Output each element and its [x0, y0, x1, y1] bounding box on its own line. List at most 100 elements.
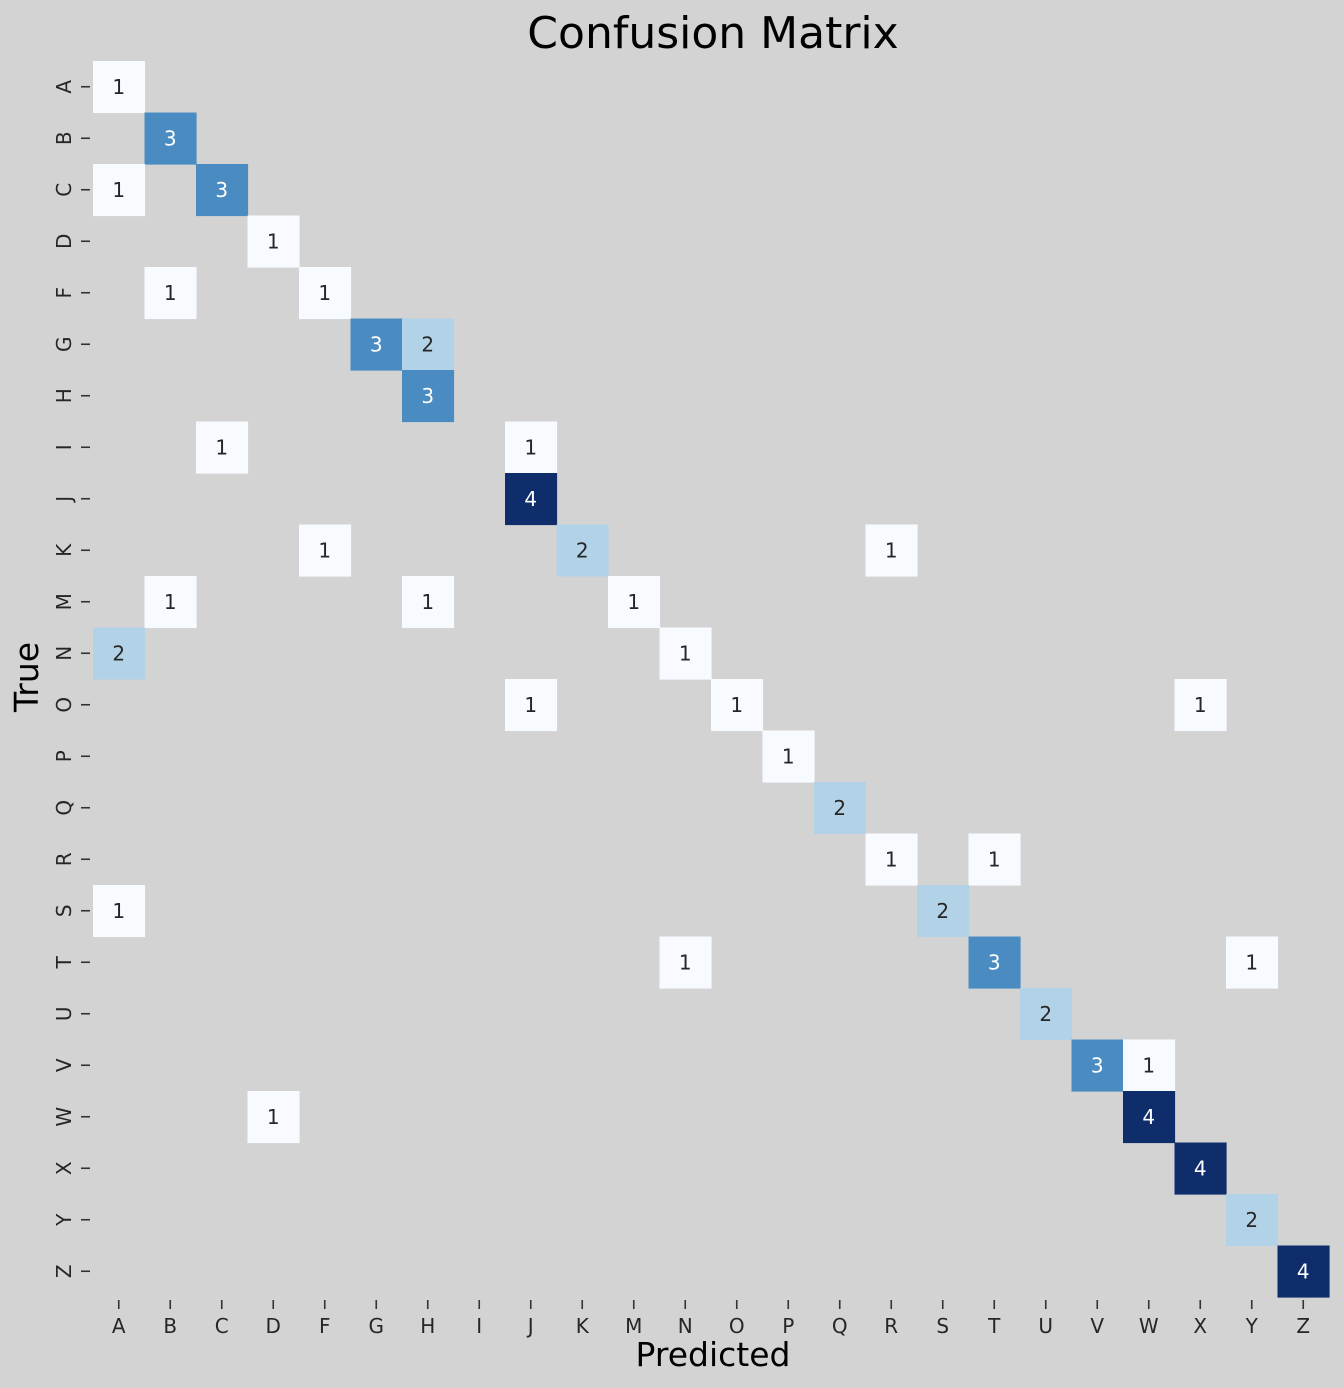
y-tick-label-X: X — [52, 1161, 76, 1175]
heatmap-cell-K-R — [865, 524, 918, 577]
y-axis-label: True — [7, 642, 46, 713]
cell-value-R-T: 1 — [988, 847, 1001, 871]
heatmap-cell-Y-Y — [1226, 1194, 1279, 1247]
cell-value-F-F: 1 — [318, 281, 331, 305]
cell-value-O-X: 1 — [1194, 693, 1207, 717]
x-tick-label-G: G — [369, 1314, 385, 1338]
heatmap-cell-M-B — [144, 576, 197, 629]
heatmap-cell-N-A — [93, 627, 146, 680]
heatmap-cell-C-C — [196, 164, 249, 217]
cell-value-M-M: 1 — [627, 590, 640, 614]
heatmap-cell-X-X — [1174, 1142, 1227, 1195]
x-tick-label-F: F — [319, 1314, 331, 1338]
y-tick-label-B: B — [52, 131, 76, 145]
x-tick-label-Z: Z — [1296, 1314, 1310, 1338]
cell-value-V-V: 3 — [1091, 1053, 1104, 1077]
heatmap-cell-M-M — [608, 576, 661, 629]
cell-value-K-K: 2 — [576, 538, 589, 562]
cell-value-U-U: 2 — [1039, 1002, 1052, 1026]
cell-value-I-C: 1 — [215, 435, 228, 459]
heatmap-cell-W-W — [1123, 1091, 1176, 1144]
x-tick-label-I: I — [476, 1314, 482, 1338]
y-tick-label-K: K — [52, 543, 76, 557]
cell-value-C-A: 1 — [112, 178, 125, 202]
y-tick-label-A: A — [52, 80, 76, 94]
chart-title: Confusion Matrix — [527, 8, 898, 59]
heatmap-cell-I-J — [505, 421, 558, 474]
x-tick-label-X: X — [1193, 1314, 1207, 1338]
cell-value-S-S: 2 — [936, 899, 949, 923]
heatmap-cell-V-W — [1123, 1039, 1176, 1092]
y-tick-label-Q: Q — [52, 800, 76, 816]
y-tick-label-F: F — [52, 287, 76, 299]
cell-value-S-A: 1 — [112, 899, 125, 923]
heatmap-cell-O-O — [711, 679, 764, 732]
heatmap-cell-F-B — [144, 267, 197, 320]
x-tick-label-T: T — [987, 1314, 1001, 1338]
cell-value-G-H: 2 — [421, 332, 434, 356]
heatmap-cell-V-V — [1071, 1039, 1124, 1092]
cell-value-T-N: 1 — [679, 950, 692, 974]
heatmap-cell-T-T — [968, 936, 1021, 989]
cell-value-P-P: 1 — [782, 744, 795, 768]
x-tick-label-M: M — [625, 1314, 642, 1338]
x-tick-label-Q: Q — [832, 1314, 848, 1338]
cell-value-K-F: 1 — [318, 538, 331, 562]
cell-value-Y-Y: 2 — [1245, 1208, 1258, 1232]
x-tick-label-W: W — [1139, 1314, 1159, 1338]
heatmap-cell-O-X — [1174, 679, 1227, 732]
x-tick-label-Y: Y — [1245, 1314, 1259, 1338]
cell-value-I-J: 1 — [524, 435, 537, 459]
y-tick-label-H: H — [52, 388, 76, 403]
cell-value-F-B: 1 — [164, 281, 177, 305]
heatmap-cell-W-D — [247, 1091, 300, 1144]
cell-value-D-D: 1 — [267, 229, 280, 253]
x-tick-label-H: H — [420, 1314, 435, 1338]
y-tick-label-U: U — [52, 1006, 76, 1021]
heatmap-cell-J-J — [505, 473, 558, 526]
cell-value-H-H: 3 — [421, 384, 434, 408]
x-tick-label-S: S — [936, 1314, 949, 1338]
cell-value-R-R: 1 — [885, 847, 898, 871]
cell-value-W-D: 1 — [267, 1105, 280, 1129]
cell-value-labels: 1 3 1 3 1 1 1 3 2 3 1 1 4 1 2 1 1 1 1 2 1 1 1 1 1 2 1 1 1 2 1 3 1 2 3 1 1 4 4 2… — [112, 75, 1309, 1284]
cell-value-V-W: 1 — [1142, 1053, 1155, 1077]
x-tick-label-K: K — [576, 1314, 590, 1338]
y-tick-label-G: G — [52, 337, 76, 353]
heatmap-cell-K-K — [556, 524, 609, 577]
heatmap-cell-H-H — [402, 370, 455, 423]
y-tick-label-N: N — [52, 646, 76, 661]
cell-value-K-R: 1 — [885, 538, 898, 562]
cell-value-T-T: 3 — [988, 950, 1001, 974]
y-tick-label-Z: Z — [52, 1264, 76, 1278]
heatmap-cell-P-P — [762, 730, 815, 783]
cell-value-G-G: 3 — [370, 332, 383, 356]
y-axis-ticks: A B C D F G H I J K M N O P Q R S T U V W X Y Z — [52, 80, 90, 1278]
x-tick-label-N: N — [678, 1314, 693, 1338]
y-tick-label-C: C — [52, 183, 76, 197]
y-tick-label-T: T — [52, 955, 76, 969]
cell-value-M-B: 1 — [164, 590, 177, 614]
heatmap-cell-G-H — [402, 318, 455, 371]
heatmap-cell-Q-Q — [814, 782, 867, 835]
heatmap-cell-B-B — [144, 112, 197, 165]
cell-value-A-A: 1 — [112, 75, 125, 99]
heatmap-cell-D-D — [247, 215, 300, 268]
y-tick-label-Y: Y — [52, 1213, 76, 1227]
cell-value-O-J: 1 — [524, 693, 537, 717]
y-tick-label-M: M — [52, 593, 76, 610]
heatmap-cell-N-N — [659, 627, 712, 680]
x-tick-label-B: B — [163, 1314, 177, 1338]
cell-value-N-A: 2 — [112, 641, 125, 665]
x-tick-label-A: A — [112, 1314, 126, 1338]
heatmap-cell-T-Y — [1226, 936, 1279, 989]
cell-value-M-H: 1 — [421, 590, 434, 614]
heatmap-cell-C-A — [93, 164, 146, 217]
y-tick-label-D: D — [52, 234, 76, 249]
cell-value-B-B: 3 — [164, 126, 177, 150]
heatmap-cell-O-J — [505, 679, 558, 732]
y-tick-label-V: V — [52, 1058, 76, 1072]
x-tick-label-J: J — [526, 1314, 534, 1338]
